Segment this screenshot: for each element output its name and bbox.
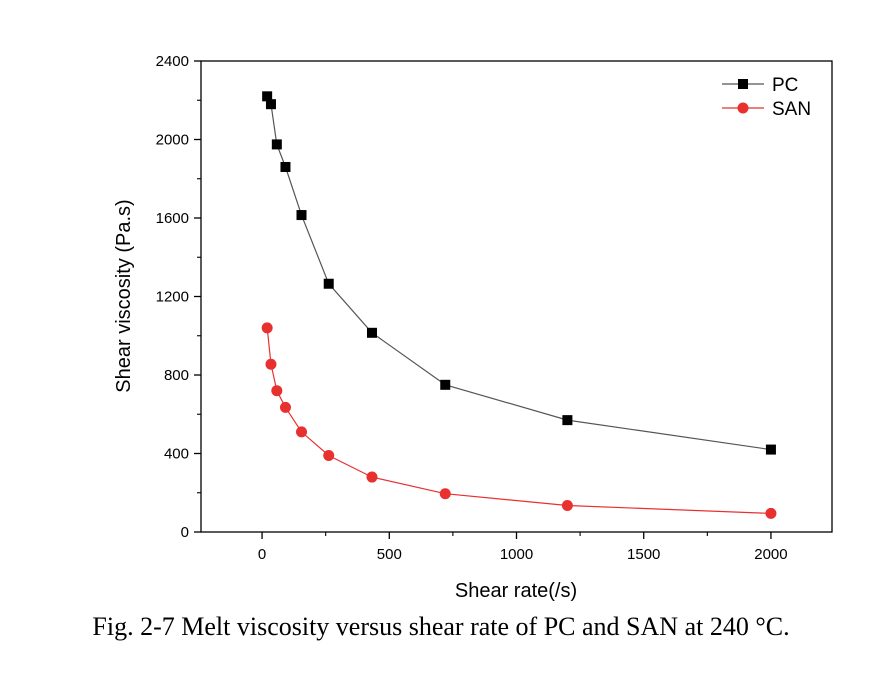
x-tick-label: 2000 <box>754 546 787 563</box>
pc-data-point <box>280 161 291 172</box>
san-legend-label: SAN <box>772 99 811 120</box>
pc-legend-marker <box>738 79 748 89</box>
y-tick-label: 800 <box>164 367 189 384</box>
figure-caption: Fig. 2-7 Melt viscosity versus shear rat… <box>92 612 790 641</box>
y-tick-label: 400 <box>164 446 189 463</box>
san-legend-marker <box>737 102 749 114</box>
x-tick-label: 0 <box>258 546 266 563</box>
san-data-point <box>279 401 291 413</box>
san-data-point <box>765 507 777 519</box>
axis-tick-labels: 0 500 1000 1500 2000 0 400 800 1200 1600 2000 2400 <box>156 53 788 563</box>
legend: PC SAN <box>722 75 811 120</box>
y-tick-label: 0 <box>181 524 189 541</box>
pc-series-line <box>266 96 771 451</box>
pc-data-point <box>440 379 451 390</box>
x-axis-label: Shear rate(/s) <box>455 580 577 602</box>
san-data-point <box>366 471 378 483</box>
san-data-point <box>439 488 451 500</box>
y-tick-label: 1600 <box>156 210 189 227</box>
series-lines <box>266 96 771 514</box>
plot-frame <box>200 60 833 533</box>
x-tick-label: 1000 <box>500 546 533 563</box>
san-data-point <box>261 322 273 334</box>
pc-data-point <box>265 99 276 110</box>
pc-data-point <box>366 327 377 338</box>
pc-data-point <box>765 444 776 455</box>
san-data-point <box>296 426 308 438</box>
san-series-line <box>266 327 771 514</box>
x-tick-label: 1500 <box>627 546 660 563</box>
pc-legend-label: PC <box>772 75 798 96</box>
y-tick-label: 2000 <box>156 132 189 149</box>
pc-data-point <box>296 210 307 221</box>
san-data-point <box>323 449 335 461</box>
san-data-point <box>265 358 277 370</box>
series-markers <box>261 91 777 519</box>
pc-data-point <box>323 278 334 289</box>
axis-ticks <box>194 60 772 539</box>
x-tick-label: 500 <box>377 546 402 563</box>
pc-data-point <box>562 415 573 426</box>
san-data-point <box>271 385 283 397</box>
san-data-point <box>561 500 573 512</box>
pc-data-point <box>271 139 282 150</box>
y-tick-label: 1200 <box>156 289 189 306</box>
y-tick-label: 2400 <box>156 53 189 70</box>
pc-data-point <box>262 91 273 102</box>
y-axis-label: Shear viscosity (Pa.s) <box>113 199 135 392</box>
